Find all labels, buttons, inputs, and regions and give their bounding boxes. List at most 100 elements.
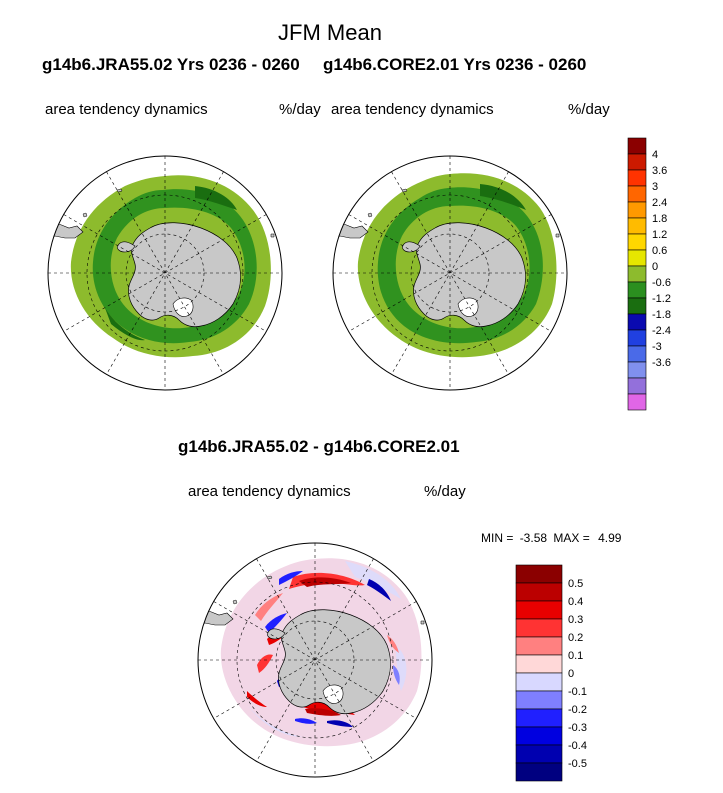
right-variable-label: area tendency dynamics: [331, 101, 494, 118]
max-label: MAX =: [553, 531, 590, 545]
left-case-title: g14b6.JRA55.02 Yrs 0236 - 0260: [42, 55, 300, 74]
colorbar-label: -0.5: [568, 758, 587, 770]
colorbar-swatch: [627, 329, 647, 347]
sea-ice-patch-dark: [195, 186, 237, 210]
island: [82, 212, 88, 218]
difference-polar-map: [197, 542, 433, 791]
colorbar-swatch: [515, 726, 563, 746]
colorbar-label: 0: [652, 261, 658, 273]
colorbar-swatch: [627, 377, 647, 395]
colorbar-label: -3: [652, 341, 662, 353]
colorbar-label: -0.6: [652, 277, 671, 289]
colorbar-swatch: [627, 265, 647, 283]
sea-ice-patch-dark: [480, 184, 526, 210]
island: [401, 188, 408, 193]
colorbar-label: -0.1: [568, 686, 587, 698]
sea-ice-patch-dark: [105, 308, 145, 341]
diff-colorbar: 0.5 0.4 0.3 0.2 0.1 0 -0.1 -0.2 -0.3 -0.4 -0.5: [515, 564, 587, 782]
right-case-title: g14b6.CORE2.01 Yrs 0236 - 0260: [323, 55, 587, 74]
colorbar-label: 0: [568, 668, 574, 680]
diff-units-label: %/day: [424, 483, 466, 500]
colorbar-swatch: [627, 201, 647, 219]
main-colorbar: 4 3.6 3 2.4 1.8 1.2 0.6 0 -0.6 -1.2 -1.8 -2.4 -3 -3.6: [627, 137, 671, 411]
colorbar-swatch: [627, 233, 647, 251]
island: [355, 781, 371, 791]
colorbar-label: 4: [652, 149, 658, 161]
antarctica-landmass: [278, 609, 391, 715]
island: [490, 402, 506, 412]
left-variable-label: area tendency dynamics: [45, 101, 208, 118]
island: [555, 233, 560, 238]
right-units-label: %/day: [568, 101, 610, 118]
colorbar-swatch: [515, 672, 563, 692]
colorbar-swatch: [627, 281, 647, 299]
colorbar-label: 1.8: [652, 213, 667, 225]
colorbar-swatch: [627, 169, 647, 187]
colorbar-swatch: [515, 564, 563, 584]
colorbar-label: 0.3: [568, 614, 583, 626]
diff-variable-label: area tendency dynamics: [188, 483, 351, 500]
antarctica-landmass: [413, 222, 526, 328]
antarctica-landmass: [128, 222, 241, 328]
colorbar-swatch: [515, 708, 563, 728]
colorbar-swatch: [627, 137, 647, 155]
colorbar-label: -1.2: [652, 293, 671, 305]
colorbar-swatch: [627, 249, 647, 267]
ross-ice-shelf: [322, 684, 344, 704]
difference-title: g14b6.JRA55.02 - g14b6.CORE2.01: [178, 437, 460, 456]
antarctic-peninsula: [267, 628, 286, 640]
colorbar-swatch: [627, 361, 647, 379]
map-border: [332, 155, 568, 391]
min-value: -3.58: [519, 531, 548, 545]
graticule: [333, 156, 567, 390]
colorbar-swatch: [627, 393, 647, 411]
colorbar-label: -2.4: [652, 325, 671, 337]
map-border: [197, 542, 433, 778]
colorbar-swatch: [515, 744, 563, 764]
colorbar-swatch: [515, 636, 563, 656]
colorbar-swatch: [515, 762, 563, 782]
island: [205, 402, 221, 412]
colorbar-swatch: [515, 582, 563, 602]
island: [232, 599, 238, 605]
colorbar-label: 0.1: [568, 650, 583, 662]
island: [116, 188, 123, 193]
colorbar-swatch: [627, 153, 647, 171]
island: [270, 233, 275, 238]
colorbar-swatch: [515, 600, 563, 620]
colorbar-label: 0.6: [652, 245, 667, 257]
island: [367, 212, 373, 218]
colorbar-label: -0.2: [568, 704, 587, 716]
min-max-readout: MIN = -3.58 MAX = 4.99: [481, 531, 621, 545]
graticule: [48, 156, 282, 390]
colorbar-label: 3.6: [652, 165, 667, 177]
colorbar-label: -1.8: [652, 309, 671, 321]
colorbar-label: -3.6: [652, 357, 671, 369]
colorbar-label: 0.5: [568, 578, 583, 590]
antarctic-peninsula: [402, 241, 421, 253]
figure-title: JFM Mean: [278, 20, 382, 45]
min-label: MIN =: [481, 531, 514, 545]
max-value: 4.99: [598, 531, 622, 545]
colorbar-label: 0.2: [568, 632, 583, 644]
ross-ice-shelf: [172, 297, 194, 317]
left-polar-map: [47, 155, 283, 412]
colorbar-label: 2.4: [652, 197, 667, 209]
map-border: [47, 155, 283, 391]
colorbar-swatch: [627, 345, 647, 363]
colorbar-label: 3: [652, 181, 658, 193]
antarctic-peninsula: [117, 241, 136, 253]
graticule: [198, 543, 432, 777]
right-polar-map: [332, 155, 568, 412]
colorbar-label: -0.3: [568, 722, 587, 734]
colorbar-swatch: [627, 297, 647, 315]
colorbar-label: 1.2: [652, 229, 667, 241]
island: [266, 575, 273, 580]
colorbar-swatch: [515, 654, 563, 674]
colorbar-label: -0.4: [568, 740, 587, 752]
left-units-label: %/day: [279, 101, 321, 118]
colorbar-swatch: [627, 185, 647, 203]
colorbar-swatch: [627, 217, 647, 235]
colorbar-swatch: [515, 618, 563, 638]
island: [420, 620, 425, 625]
